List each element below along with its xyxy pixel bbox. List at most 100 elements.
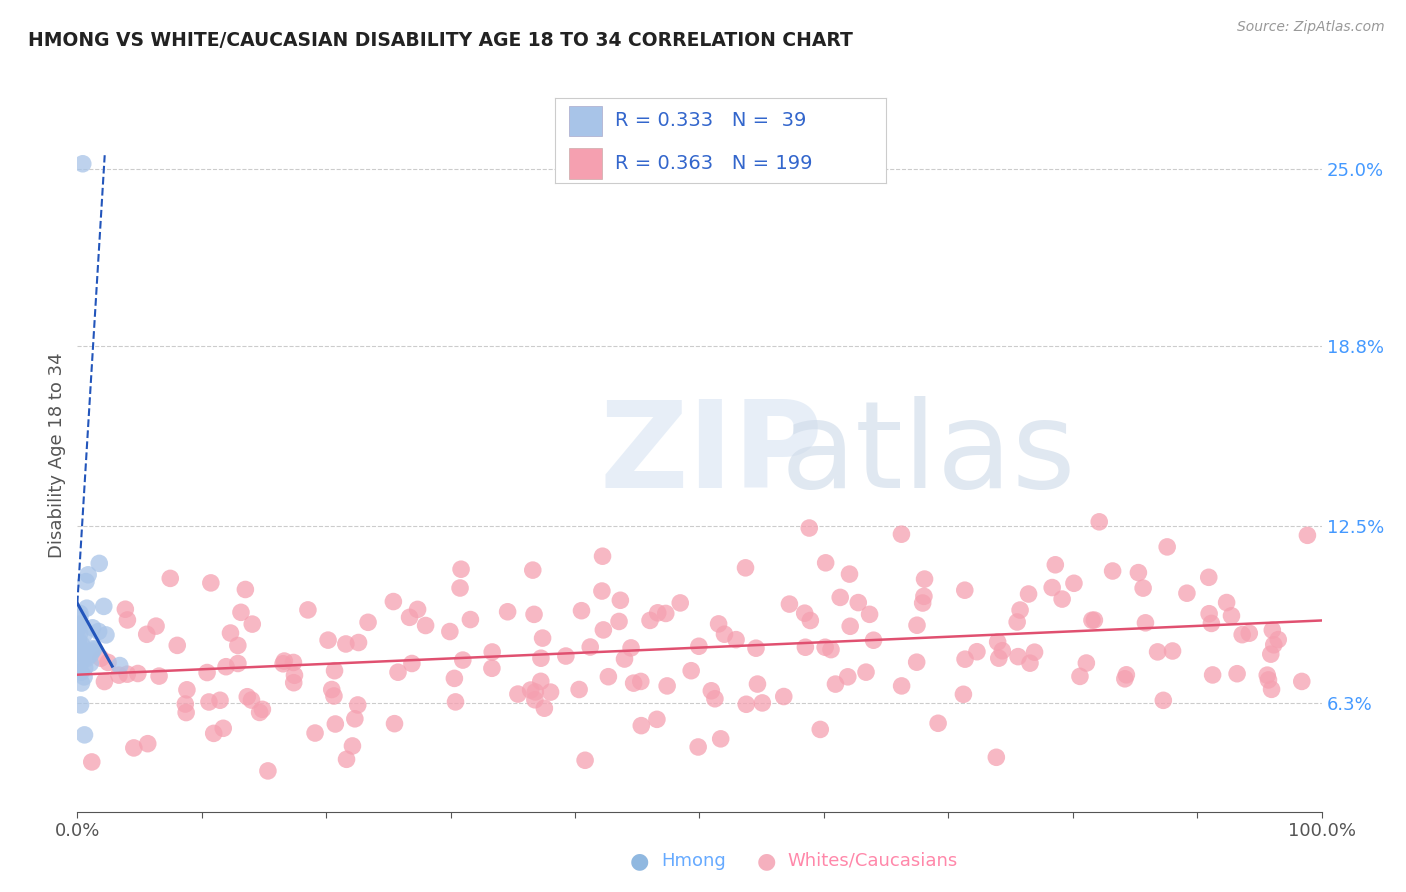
Point <box>387 665 409 680</box>
Point <box>450 562 472 576</box>
Text: atlas: atlas <box>780 396 1076 514</box>
Point <box>1256 668 1278 682</box>
Point <box>148 669 170 683</box>
Point <box>67 661 90 675</box>
Point <box>1063 576 1085 591</box>
Text: R = 0.363   N = 199: R = 0.363 N = 199 <box>614 153 813 173</box>
Point <box>794 640 817 655</box>
Point <box>166 639 188 653</box>
Point <box>506 687 529 701</box>
Text: Source: ZipAtlas.com: Source: ZipAtlas.com <box>1237 20 1385 34</box>
Point <box>607 615 630 629</box>
Point <box>905 655 928 669</box>
Point <box>212 721 235 735</box>
Point <box>208 693 231 707</box>
Point <box>830 591 852 605</box>
Point <box>571 604 593 618</box>
Point <box>66 643 89 657</box>
Point <box>598 670 620 684</box>
Point <box>79 657 101 671</box>
Point <box>451 653 474 667</box>
Point <box>76 651 98 665</box>
Point <box>524 685 547 699</box>
Point <box>1114 672 1136 686</box>
Point <box>460 613 482 627</box>
Text: ZIP: ZIP <box>600 396 824 514</box>
Point <box>70 653 93 667</box>
Point <box>323 717 346 731</box>
Point <box>481 661 503 675</box>
Point <box>72 157 94 171</box>
Point <box>953 583 976 598</box>
Point <box>592 549 614 564</box>
Point <box>1201 668 1223 682</box>
Text: HMONG VS WHITE/CAUCASIAN DISABILITY AGE 18 TO 34 CORRELATION CHART: HMONG VS WHITE/CAUCASIAN DISABILITY AGE … <box>28 31 853 50</box>
Point <box>647 606 669 620</box>
Point <box>914 572 936 586</box>
Point <box>1128 566 1150 580</box>
Point <box>215 659 238 673</box>
Point <box>69 610 91 624</box>
Point <box>335 752 357 766</box>
Point <box>747 677 769 691</box>
Point <box>108 668 131 682</box>
Point <box>531 631 554 645</box>
Point <box>236 690 259 704</box>
Point <box>890 679 912 693</box>
Point <box>69 607 91 621</box>
Point <box>316 633 339 648</box>
Point <box>530 674 553 689</box>
Point <box>655 679 678 693</box>
Point <box>1198 570 1220 584</box>
Point <box>986 750 1008 764</box>
Point <box>108 658 131 673</box>
Point <box>77 567 100 582</box>
Point <box>335 637 357 651</box>
Point <box>1135 615 1157 630</box>
Point <box>271 657 294 671</box>
Point <box>67 618 90 632</box>
Point <box>735 698 758 712</box>
Point <box>382 594 405 608</box>
Point <box>198 695 221 709</box>
Point <box>799 614 821 628</box>
Point <box>1215 596 1237 610</box>
Point <box>444 695 467 709</box>
Point <box>530 651 553 665</box>
Point <box>80 644 103 658</box>
Point <box>574 753 596 767</box>
Point <box>952 687 974 701</box>
Point <box>343 712 366 726</box>
Point <box>772 690 794 704</box>
Point <box>229 605 252 619</box>
Point <box>93 599 115 614</box>
Point <box>159 571 181 585</box>
Point <box>80 755 103 769</box>
Point <box>1010 603 1032 617</box>
Point <box>70 665 93 680</box>
Point <box>449 581 471 595</box>
Point <box>858 607 880 622</box>
Point <box>1161 644 1184 658</box>
Point <box>927 716 949 731</box>
Point <box>67 617 90 632</box>
Point <box>862 633 884 648</box>
Point <box>401 657 423 671</box>
Point <box>1005 615 1028 629</box>
FancyBboxPatch shape <box>568 106 602 136</box>
Point <box>398 610 420 624</box>
Point <box>620 640 643 655</box>
Point <box>127 666 149 681</box>
Point <box>346 698 368 712</box>
Point <box>1156 540 1178 554</box>
Point <box>700 683 723 698</box>
Point <box>66 621 89 635</box>
Point <box>1239 626 1261 640</box>
Point <box>357 615 380 630</box>
Point <box>1019 656 1042 670</box>
Point <box>1291 674 1313 689</box>
Point <box>630 718 652 732</box>
Point <box>342 739 364 753</box>
Point <box>1198 607 1220 621</box>
Point <box>966 645 988 659</box>
